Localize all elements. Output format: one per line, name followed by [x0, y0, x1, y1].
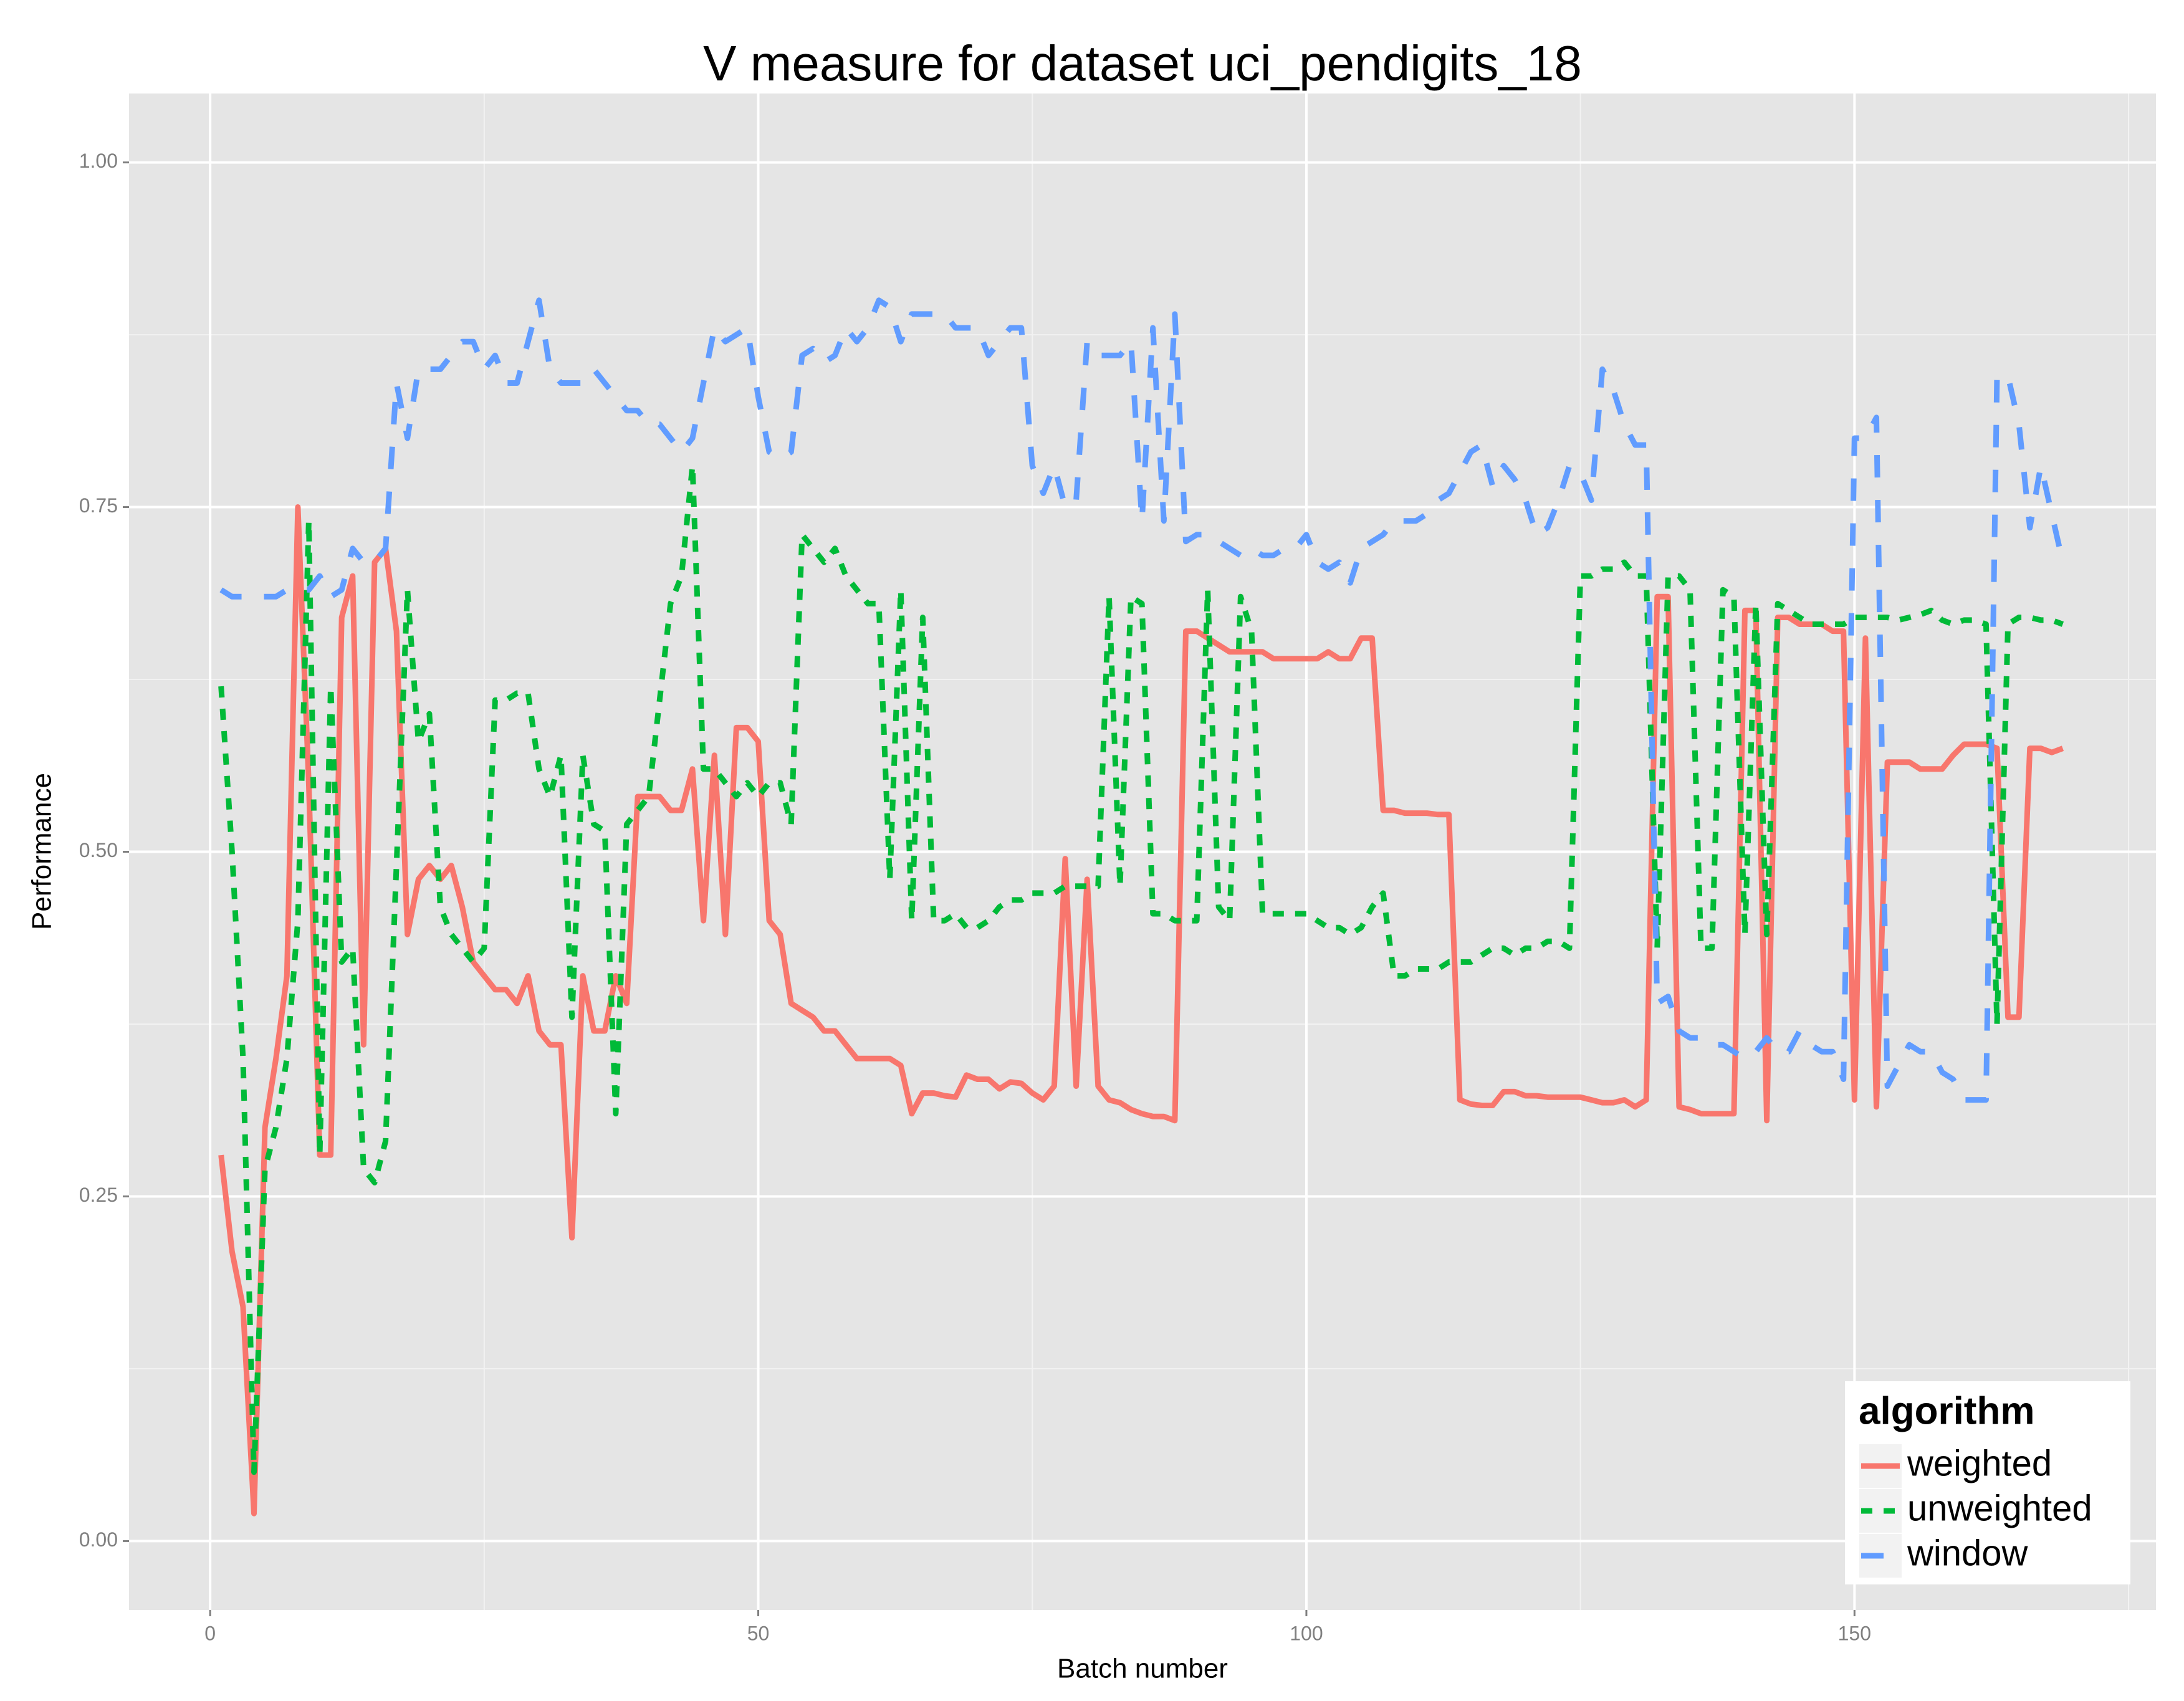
y-tick-label: 0.25 [79, 1184, 118, 1206]
legend-title: algorithm [1859, 1389, 2034, 1432]
legend-label: window [1907, 1533, 2029, 1573]
x-tick-label: 100 [1290, 1622, 1323, 1644]
y-tick-label: 0.00 [79, 1528, 118, 1551]
series-line [219, 297, 2066, 1103]
y-tick-label: 1.00 [79, 150, 118, 172]
legend-label: unweighted [1907, 1488, 2092, 1528]
y-axis-label: Performance [27, 773, 57, 930]
x-axis-label: Batch number [1057, 1654, 1228, 1684]
legend-label: weighted [1907, 1443, 2052, 1483]
series-line [218, 462, 2064, 1475]
y-tick-label: 0.75 [79, 494, 118, 517]
chart-title: V measure for dataset uci_pendigits_18 [703, 36, 1582, 91]
x-tick-label: 50 [747, 1622, 770, 1644]
y-tick-label: 0.50 [79, 839, 118, 861]
legend: algorithm weighted unweighted window [1845, 1381, 2130, 1584]
x-tick-label: 150 [1838, 1622, 1871, 1644]
x-tick-label: 0 [204, 1622, 216, 1644]
